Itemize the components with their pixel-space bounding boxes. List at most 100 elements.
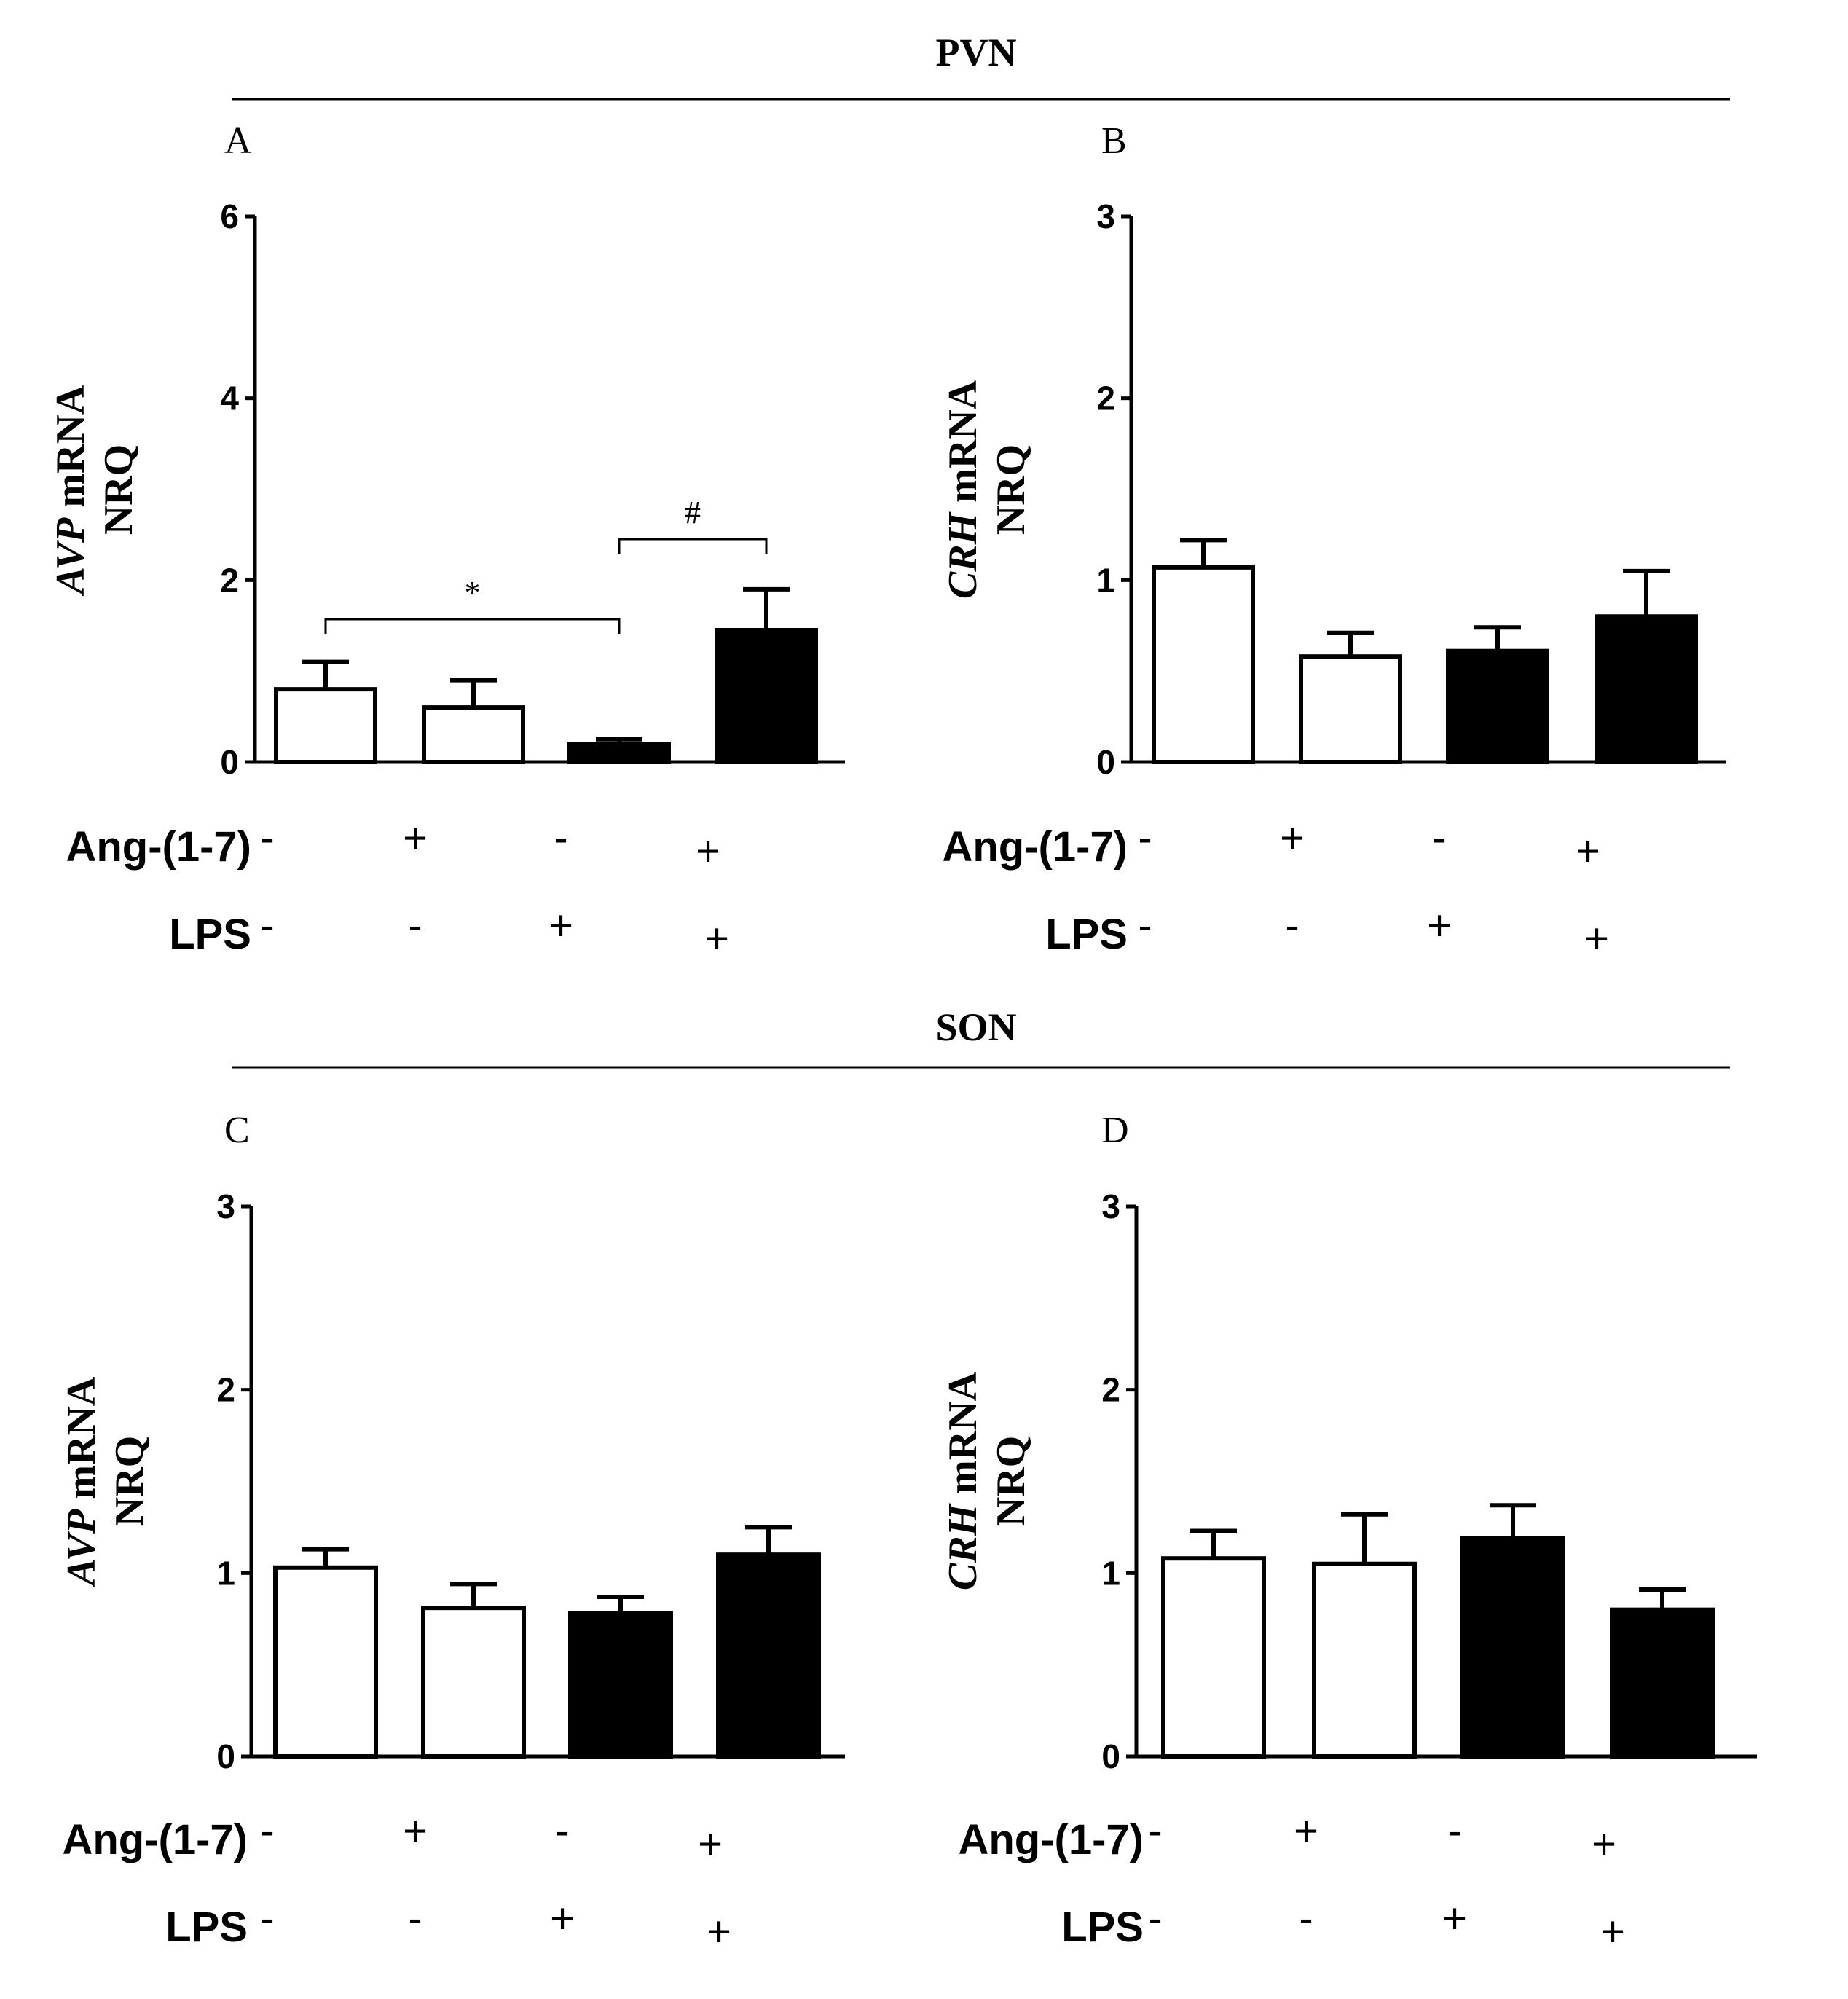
ang-sign-1: -: [260, 814, 274, 862]
ang-sign-3: -: [1447, 1807, 1461, 1855]
y-axis-label-nrq: NRQ: [107, 1436, 152, 1526]
ang-sign-2: +: [1280, 814, 1305, 862]
bar-2: [1299, 654, 1402, 765]
bar-4: [1610, 1607, 1715, 1759]
row-label-lps: LPS: [169, 911, 251, 958]
lps-sign-1: -: [1148, 1895, 1162, 1942]
row-label-ang: Ang-(1-7): [66, 823, 251, 871]
significance-bracket: [618, 538, 768, 554]
ang-sign-1: -: [260, 1807, 274, 1855]
y-tick-label: 0: [220, 743, 239, 781]
row-label-ang: Ang-(1-7): [958, 1816, 1144, 1863]
y-tick-label: 2: [216, 1371, 235, 1409]
lps-sign-2: -: [408, 902, 422, 949]
panel-b: B CRH mRNANRQ 0 1 2 3 - - + - - + + + Ang-(1-7) LPS: [940, 120, 1726, 962]
y-tick-label: 1: [1101, 1554, 1120, 1592]
bar-1: [274, 687, 377, 765]
y-tick-label: 4: [220, 380, 239, 417]
lps-sign-2: -: [1285, 902, 1299, 949]
y-axis-label: CRH mRNANRQ: [940, 380, 1034, 599]
y-tick-label: 0: [1096, 743, 1115, 781]
y-axis-label: CRH mRNANRQ: [940, 1371, 1034, 1590]
lps-sign-3: +: [550, 1895, 575, 1942]
significance-label: *: [465, 575, 481, 610]
y-axis-label-unit: mRNA: [48, 385, 93, 518]
lps-sign-3: +: [1427, 902, 1452, 949]
bar-4: [715, 627, 818, 764]
ang-sign-4: +: [698, 1821, 723, 1868]
ang-sign-4: +: [696, 828, 720, 875]
ang-sign-2: +: [1294, 1807, 1318, 1855]
row-label-lps: LPS: [1061, 1904, 1144, 1951]
bar-3: [1460, 1536, 1565, 1759]
bar-2: [1312, 1561, 1417, 1759]
section-title-pvn: PVN: [936, 31, 1017, 74]
lps-sign-4: +: [1600, 1908, 1625, 1955]
row-label-ang: Ang-(1-7): [942, 823, 1128, 871]
lps-sign-2: -: [1299, 1895, 1313, 1942]
panel-d: D CRH mRNANRQ 0 1 2 3 - - + - - + + + Ang-(1-7) LPS: [940, 1110, 1757, 1955]
lps-sign-2: -: [408, 1895, 422, 1942]
panel-letter: C: [224, 1110, 250, 1151]
lps-sign-1: -: [260, 1895, 274, 1942]
bar-3: [567, 742, 671, 764]
ang-sign-4: +: [1592, 1821, 1616, 1868]
row-label-lps: LPS: [165, 1904, 248, 1951]
lps-sign-4: +: [1584, 915, 1609, 962]
lps-sign-4: +: [704, 915, 729, 962]
ang-sign-1: -: [1138, 814, 1152, 862]
ang-sign-3: -: [1432, 814, 1446, 862]
lps-sign-4: +: [707, 1908, 731, 1955]
significance-label: #: [685, 495, 701, 530]
lps-sign-1: -: [260, 902, 274, 949]
ang-sign-3: -: [555, 1807, 569, 1855]
bar-4: [716, 1552, 821, 1759]
panel-letter: B: [1101, 120, 1127, 162]
y-axis-label-gene: AVP: [48, 517, 93, 597]
bar-4: [1595, 614, 1698, 764]
y-axis-label-unit: mRNA: [59, 1376, 104, 1509]
bar-1: [1161, 1556, 1266, 1759]
section-title-son: SON: [935, 1005, 1016, 1049]
lps-sign-3: +: [1442, 1895, 1467, 1942]
bar-2: [421, 1606, 526, 1759]
y-tick-label: 2: [1096, 380, 1115, 417]
ang-sign-2: +: [403, 1807, 428, 1855]
y-axis-label: AVP mRNANRQ: [48, 385, 141, 596]
y-axis-label-unit: mRNA: [940, 1371, 986, 1504]
y-axis-label-nrq: NRQ: [988, 1436, 1034, 1526]
y-axis-label-gene: CRH: [940, 1503, 986, 1590]
y-tick-label: 0: [1101, 1737, 1120, 1775]
panel-a: A AVP mRNANRQ 0 2 4 6 - - + - - + + + Ang-(1-7) LPS * #: [48, 120, 845, 962]
y-tick-label: 2: [1101, 1371, 1120, 1409]
y-axis-label-nrq: NRQ: [988, 444, 1034, 535]
y-tick-label: 1: [216, 1554, 235, 1592]
y-axis-label: AVP mRNANRQ: [59, 1376, 152, 1587]
bar-2: [422, 705, 525, 764]
ang-sign-3: -: [554, 814, 567, 862]
y-tick-label: 2: [220, 561, 239, 599]
y-tick-label: 0: [216, 1737, 235, 1775]
lps-sign-1: -: [1138, 902, 1152, 949]
significance-bracket: [324, 618, 621, 634]
bar-3: [1446, 648, 1549, 764]
y-axis-label-gene: AVP: [59, 1509, 104, 1588]
ang-sign-1: -: [1148, 1807, 1162, 1855]
row-label-ang: Ang-(1-7): [62, 1816, 248, 1863]
y-axis-label-unit: mRNA: [940, 380, 986, 513]
y-axis-label-nrq: NRQ: [96, 444, 141, 535]
y-axis-label-gene: CRH: [940, 511, 986, 599]
y-tick-label: 6: [220, 197, 239, 235]
bar-1: [1152, 565, 1255, 765]
panel-letter: A: [224, 120, 252, 162]
bar-1: [273, 1565, 378, 1759]
row-label-lps: LPS: [1045, 911, 1128, 958]
panel-c: C AVP mRNANRQ 0 1 2 3 - - + - - + + + Ang-(1-7) LPS: [59, 1110, 845, 1955]
panel-letter: D: [1101, 1110, 1129, 1151]
y-tick-label: 1: [1096, 561, 1115, 599]
ang-sign-2: +: [403, 814, 428, 862]
ang-sign-4: +: [1576, 828, 1600, 875]
y-tick-label: 3: [1101, 1187, 1120, 1225]
